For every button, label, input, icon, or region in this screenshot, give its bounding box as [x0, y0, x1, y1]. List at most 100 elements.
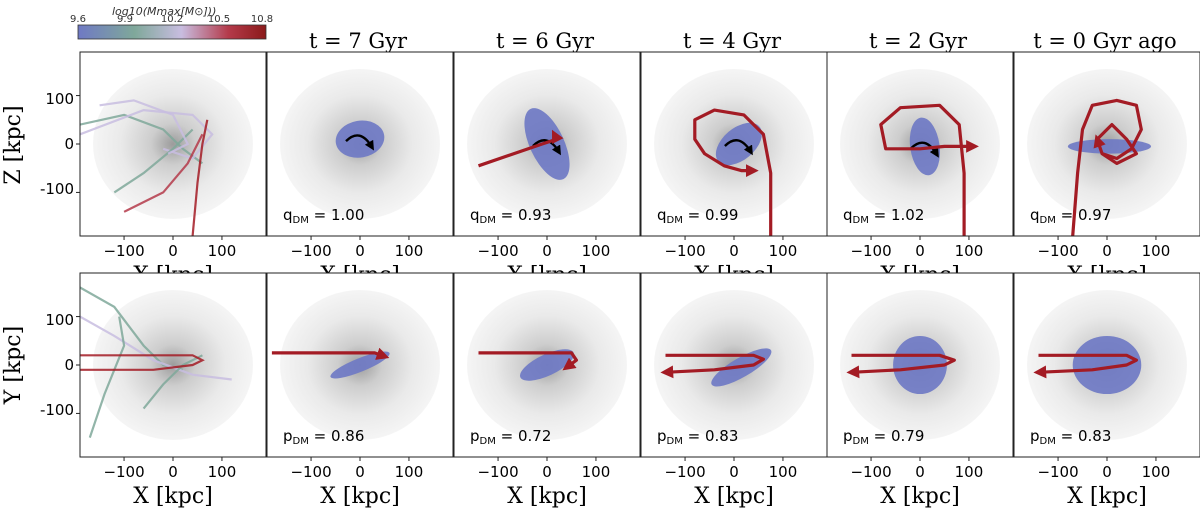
satellite-track	[99, 99, 190, 155]
x-tick-label: 100	[582, 242, 611, 260]
parameter-symbol: p	[1030, 427, 1040, 445]
panel	[80, 52, 266, 236]
satellite-orbit	[879, 103, 979, 236]
x-tick-label: −100	[103, 463, 144, 481]
parameter-symbol: q	[1030, 206, 1040, 224]
halo-density	[93, 290, 253, 440]
x-tick-label: 0	[542, 242, 552, 260]
column-title: t = 4 Gyr	[683, 29, 782, 53]
column-title: t = 0 Gyr ago	[1033, 29, 1176, 53]
y-tick-label: -100	[40, 180, 74, 198]
shape-parameter-label: qDM = 0.93	[470, 206, 551, 226]
x-tick-label: 0	[355, 242, 365, 260]
satellite-track	[80, 108, 214, 160]
x-tick-label: 0	[729, 463, 739, 481]
shape-parameter-label: pDM = 0.72	[470, 427, 551, 447]
x-axis-label: X [kpc]	[880, 484, 960, 508]
parameter-value: = 0.79	[869, 427, 925, 445]
column-title: t = 2 Gyr	[869, 29, 968, 53]
y-ticks: 100 0 -100 100 0 -100	[40, 90, 74, 419]
colorbar-label: log10(Mmax[M⊙]))	[112, 5, 216, 18]
x-tick-label: 100	[769, 242, 798, 260]
x-tick-label: −100	[477, 242, 518, 260]
x-tick-label: 0	[729, 242, 739, 260]
rotation-arrow	[910, 141, 939, 158]
panel	[454, 273, 640, 457]
panel	[267, 273, 453, 457]
x-tick-label: 100	[208, 463, 237, 481]
x-tick-label: 0	[915, 242, 925, 260]
column-title: t = 7 Gyr	[309, 29, 408, 53]
column-titles: t = 7 Gyr t = 6 Gyr t = 4 Gyr t = 2 Gyr …	[309, 29, 1177, 53]
x-axis-label: X [kpc]	[1067, 484, 1147, 508]
satellite-orbit	[1033, 353, 1138, 379]
x-tick-label: 0	[915, 463, 925, 481]
satellite-orbit	[477, 129, 564, 168]
panel	[1014, 273, 1200, 457]
rotation-arrow	[532, 139, 561, 156]
x-tick-label: −100	[850, 463, 891, 481]
shape-parameter-label: pDM = 0.83	[1030, 427, 1111, 447]
x-tick-label: 100	[955, 463, 984, 481]
satellite-track	[80, 315, 232, 381]
parameter-value: = 0.93	[496, 206, 552, 224]
parameter-symbol: p	[657, 427, 667, 445]
x-axis-label: X [kpc]	[507, 484, 587, 508]
x-tick-label: 100	[395, 463, 424, 481]
satellite-orbit	[1071, 98, 1143, 236]
x-tick-label: 0	[1102, 242, 1112, 260]
panel	[641, 52, 827, 236]
parameter-symbol: q	[283, 206, 293, 224]
satellite-orbit	[271, 347, 390, 360]
parameter-subscript: DM	[1040, 215, 1056, 226]
parameter-value: = 0.86	[309, 427, 365, 445]
parameter-symbol: q	[657, 206, 667, 224]
x-tick-label: 0	[168, 242, 178, 260]
parameter-subscript: DM	[1040, 436, 1056, 447]
shape-parameter-label: qDM = 0.97	[1030, 206, 1111, 226]
x-tick-label: −100	[103, 242, 144, 260]
x-tick-label: 0	[355, 463, 365, 481]
colorbar-tick: 9.6	[70, 14, 86, 25]
dm-shape-ellipse	[909, 117, 940, 176]
parameter-subscript: DM	[667, 436, 683, 447]
shape-parameter-label: pDM = 0.83	[657, 427, 738, 447]
shape-parameter-label: qDM = 1.00	[283, 206, 364, 226]
x-tick-label: 0	[542, 463, 552, 481]
parameter-value: = 0.72	[496, 427, 552, 445]
parameter-subscript: DM	[853, 436, 869, 447]
parameter-value: = 0.83	[1056, 427, 1112, 445]
x-axis-label: X [kpc]	[694, 484, 774, 508]
colorbar-tick: 10.8	[251, 14, 273, 25]
x-tick-label: −100	[477, 463, 518, 481]
parameter-subscript: DM	[853, 215, 869, 226]
x-tick-label: −100	[290, 463, 331, 481]
satellite-track	[123, 133, 204, 213]
colorbar-tick: 10.5	[208, 14, 230, 25]
colorbar-tick: 9.9	[117, 14, 133, 25]
x-tick-label: 100	[582, 463, 611, 481]
shape-parameter-label: qDM = 0.99	[657, 206, 738, 226]
halo-density	[93, 69, 253, 219]
y-tick-label: 100	[45, 90, 74, 108]
parameter-value: = 0.83	[683, 427, 739, 445]
y-tick-label: -100	[40, 401, 74, 419]
satellite-track	[80, 113, 204, 165]
parameter-symbol: p	[283, 427, 293, 445]
panel	[80, 273, 266, 457]
parameter-subscript: DM	[480, 215, 496, 226]
colorbar: log10(Mmax[M⊙])) 9.6 9.9 10.2 10.5 10.8	[70, 5, 273, 40]
x-tick-label: 100	[1142, 463, 1171, 481]
satellite-orbit	[846, 353, 956, 379]
parameter-symbol: q	[843, 206, 853, 224]
panel	[827, 273, 1013, 457]
satellite-orbit	[478, 351, 578, 371]
satellite-track	[191, 119, 209, 236]
y-axis-label-bottom: Y [kpc]	[1, 326, 26, 405]
dm-shape-ellipse	[1072, 335, 1142, 395]
colorbar-gradient	[77, 24, 267, 40]
x-tick-label: 100	[395, 242, 424, 260]
shape-parameter-label: pDM = 0.79	[843, 427, 924, 447]
satellite-orbit	[693, 108, 773, 236]
x-tick-label: −100	[664, 242, 705, 260]
